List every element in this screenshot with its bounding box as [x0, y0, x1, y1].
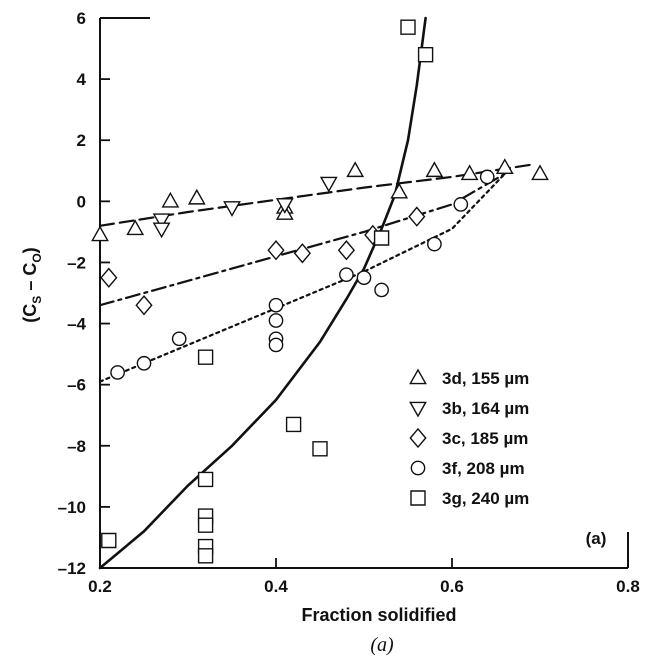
legend-marker-diamond [409, 427, 427, 449]
data-point-triangle-up [126, 219, 145, 236]
data-point-square [312, 441, 328, 457]
y-tick-label: 2 [77, 131, 86, 150]
y-tick-label: –2 [67, 253, 86, 272]
y-tick-label: –10 [58, 498, 86, 517]
axis-frame [99, 17, 629, 569]
data-point-square [285, 416, 302, 433]
x-axis-label: Fraction solidified [301, 605, 456, 625]
data-point-circle [110, 365, 125, 380]
x-tick-label: 0.6 [440, 577, 464, 596]
data-point-triangle-down [319, 176, 338, 193]
data-point-square [197, 349, 214, 365]
legend-label: 3f, 208 µm [442, 459, 525, 478]
data-point-triangle-down [152, 222, 171, 239]
data-point-triangle-down [152, 213, 171, 230]
data-point-triangle-up [91, 225, 109, 242]
data-point-diamond [337, 240, 356, 261]
data-point-circle [171, 331, 187, 347]
data-point-triangle-up [460, 164, 479, 181]
data-point-triangle-up [531, 164, 549, 181]
data-point-circle [268, 297, 284, 313]
data-point-diamond [408, 206, 426, 227]
y-tick-label: 4 [77, 70, 87, 89]
fit-lines [98, 16, 533, 570]
data-point-diamond [293, 243, 312, 264]
data-point-triangle-up [187, 188, 206, 205]
legend-label: 3c, 185 µm [442, 429, 528, 448]
data-point-circle [339, 267, 354, 283]
data-points [91, 19, 549, 564]
data-point-circle [356, 270, 372, 286]
fit-line-solid [98, 16, 427, 570]
data-point-circle [268, 313, 284, 328]
x-tick-label: 0.8 [616, 577, 640, 596]
fit-line-dash-dot [98, 172, 506, 307]
legend-marker-triangle-down [409, 401, 427, 418]
data-point-triangle-down [223, 201, 241, 217]
data-point-diamond [100, 267, 118, 288]
data-point-square [373, 230, 390, 246]
data-point-square [197, 548, 214, 564]
data-point-circle [136, 355, 152, 371]
legend-marker-circle [410, 460, 426, 476]
figure-caption: (a) [370, 634, 394, 656]
data-point-square [400, 19, 416, 35]
data-point-diamond [135, 295, 153, 316]
series-2 [152, 176, 338, 239]
data-point-diamond [267, 240, 285, 261]
data-point-circle [427, 236, 442, 252]
series-3 [100, 206, 426, 316]
data-point-triangle-up [161, 191, 180, 208]
data-point-square [417, 46, 434, 63]
ticks: –12 –10 –8 –6 –4 –2 0 2 4 6 0.2 0.4 0.6 0.8 [58, 9, 640, 596]
data-point-circle [453, 197, 469, 212]
data-point-triangle-up [346, 161, 365, 178]
y-tick-label: –12 [58, 559, 86, 578]
panel-label: (a) [586, 529, 607, 548]
legend-label: 3b, 164 µm [442, 399, 529, 418]
legend-label: 3g, 240 µm [442, 489, 529, 508]
data-point-triangle-up [425, 161, 444, 178]
data-point-square [197, 471, 214, 488]
legend-marker-square [410, 490, 426, 506]
y-tick-label: –8 [67, 437, 86, 456]
data-point-triangle-up [390, 182, 409, 199]
series-5 [101, 19, 434, 564]
series-4 [110, 169, 495, 380]
data-point-circle [374, 282, 389, 298]
data-point-triangle-down [275, 198, 294, 214]
y-tick-label: 0 [77, 192, 86, 211]
data-point-square [101, 532, 117, 549]
data-point-triangle-up [495, 158, 514, 175]
y-tick-label: –4 [67, 315, 86, 334]
data-point-square [197, 517, 214, 533]
y-axis-label: (CS – CO) [20, 247, 44, 322]
data-point-circle [479, 169, 495, 185]
series-1 [91, 158, 549, 242]
legend-label: 3d, 155 µm [442, 369, 529, 388]
data-point-circle [268, 337, 284, 353]
y-tick-label: 6 [77, 9, 86, 28]
legend-marker-triangle-up [409, 368, 427, 385]
legend: 3d, 155 µm 3b, 164 µm 3c, 185 µm 3f, 208 µm… [409, 368, 529, 508]
x-tick-label: 0.4 [264, 577, 288, 596]
fit-line-dotted [98, 172, 506, 383]
y-tick-label: –6 [67, 376, 86, 395]
x-tick-label: 0.2 [88, 577, 112, 596]
